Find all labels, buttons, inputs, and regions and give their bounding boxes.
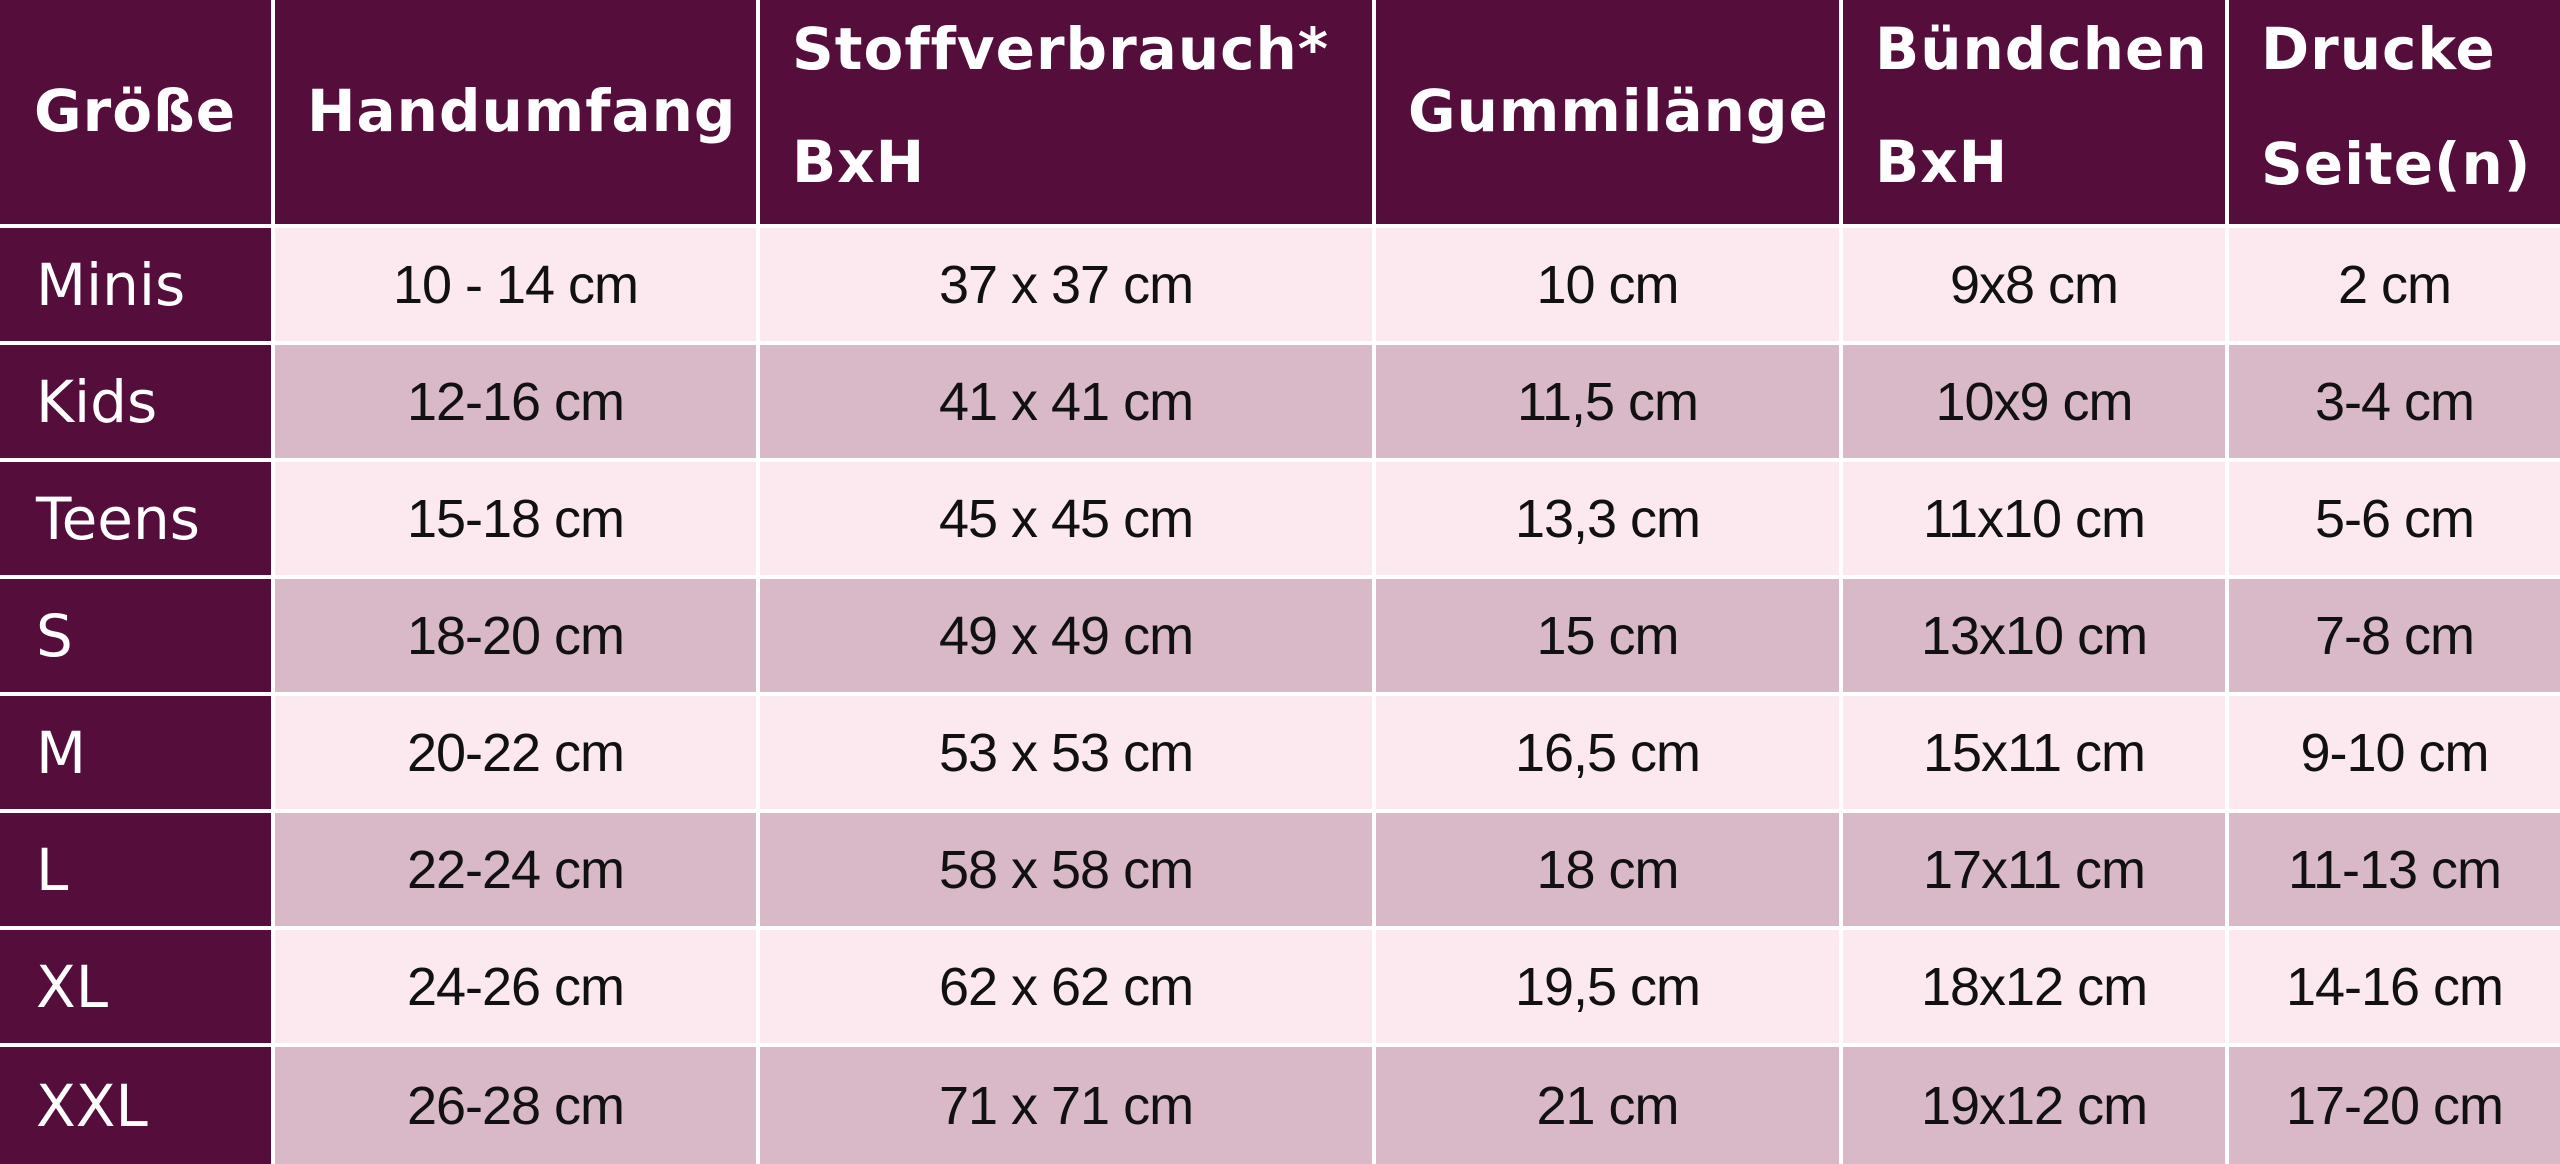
print-pages-cell: 7-8 cm <box>2229 579 2560 696</box>
table-row: XL 24-26 cm 62 x 62 cm 19,5 cm 18x12 cm … <box>0 930 2560 1047</box>
table-row: Kids 12-16 cm 41 x 41 cm 11,5 cm 10x9 cm… <box>0 345 2560 462</box>
print-pages-cell: 5-6 cm <box>2229 462 2560 579</box>
table-row: XXL 26-28 cm 71 x 71 cm 21 cm 19x12 cm 1… <box>0 1047 2560 1164</box>
size-cell: XL <box>0 930 275 1047</box>
size-cell: S <box>0 579 275 696</box>
elastic-length-cell: 21 cm <box>1376 1047 1843 1164</box>
table-row: L 22-24 cm 58 x 58 cm 18 cm 17x11 cm 11-… <box>0 813 2560 930</box>
size-cell: Kids <box>0 345 275 462</box>
print-pages-cell: 2 cm <box>2229 228 2560 345</box>
header-fabric-usage-label: Stoffverbrauch* <box>792 15 1330 83</box>
elastic-length-cell: 18 cm <box>1376 813 1843 930</box>
elastic-length-cell: 11,5 cm <box>1376 345 1843 462</box>
cuff-cell: 11x10 cm <box>1843 462 2229 579</box>
cuff-cell: 15x11 cm <box>1843 696 2229 813</box>
header-size: Größe <box>0 0 275 228</box>
cuff-cell: 9x8 cm <box>1843 228 2229 345</box>
hand-circumference-cell: 15-18 cm <box>275 462 760 579</box>
size-cell: L <box>0 813 275 930</box>
elastic-length-cell: 16,5 cm <box>1376 696 1843 813</box>
header-print-pages-sub: Seite(n) <box>2261 130 2532 199</box>
header-print-pages: Drucke Seite(n) <box>2229 0 2560 228</box>
fabric-usage-cell: 49 x 49 cm <box>760 579 1376 696</box>
cuff-cell: 17x11 cm <box>1843 813 2229 930</box>
size-cell: M <box>0 696 275 813</box>
header-elastic-length-label: Gummilänge <box>1408 77 1829 146</box>
header-print-pages-label: Drucke <box>2261 15 2496 83</box>
fabric-usage-cell: 41 x 41 cm <box>760 345 1376 462</box>
table-row: M 20-22 cm 53 x 53 cm 16,5 cm 15x11 cm 9… <box>0 696 2560 813</box>
header-fabric-usage-sub: BxH <box>792 128 926 197</box>
fabric-usage-cell: 53 x 53 cm <box>760 696 1376 813</box>
header-fabric-usage: Stoffverbrauch* BxH <box>760 0 1376 228</box>
header-row: Größe Handumfang Stoffverbrauch* BxH Gum… <box>0 0 2560 228</box>
table-row: Teens 15-18 cm 45 x 45 cm 13,3 cm 11x10 … <box>0 462 2560 579</box>
hand-circumference-cell: 12-16 cm <box>275 345 760 462</box>
hand-circumference-cell: 10 - 14 cm <box>275 228 760 345</box>
elastic-length-cell: 13,3 cm <box>1376 462 1843 579</box>
elastic-length-cell: 19,5 cm <box>1376 930 1843 1047</box>
header-hand-circumference-label: Handumfang <box>307 77 737 146</box>
elastic-length-cell: 10 cm <box>1376 228 1843 345</box>
print-pages-cell: 17-20 cm <box>2229 1047 2560 1164</box>
header-hand-circumference: Handumfang <box>275 0 760 228</box>
print-pages-cell: 9-10 cm <box>2229 696 2560 813</box>
size-cell: Minis <box>0 228 275 345</box>
fabric-usage-cell: 58 x 58 cm <box>760 813 1376 930</box>
header-size-label: Größe <box>34 77 237 146</box>
cuff-cell: 13x10 cm <box>1843 579 2229 696</box>
cuff-cell: 18x12 cm <box>1843 930 2229 1047</box>
header-cuff: Bündchen BxH <box>1843 0 2229 228</box>
elastic-length-cell: 15 cm <box>1376 579 1843 696</box>
hand-circumference-cell: 24-26 cm <box>275 930 760 1047</box>
header-elastic-length: Gummilänge <box>1376 0 1843 228</box>
size-cell: XXL <box>0 1047 275 1164</box>
table-row: Minis 10 - 14 cm 37 x 37 cm 10 cm 9x8 cm… <box>0 228 2560 345</box>
header-cuff-label: Bündchen <box>1875 15 2208 83</box>
hand-circumference-cell: 20-22 cm <box>275 696 760 813</box>
hand-circumference-cell: 26-28 cm <box>275 1047 760 1164</box>
print-pages-cell: 3-4 cm <box>2229 345 2560 462</box>
fabric-usage-cell: 71 x 71 cm <box>760 1047 1376 1164</box>
fabric-usage-cell: 45 x 45 cm <box>760 462 1376 579</box>
hand-circumference-cell: 18-20 cm <box>275 579 760 696</box>
hand-circumference-cell: 22-24 cm <box>275 813 760 930</box>
print-pages-cell: 11-13 cm <box>2229 813 2560 930</box>
fabric-usage-cell: 62 x 62 cm <box>760 930 1376 1047</box>
size-cell: Teens <box>0 462 275 579</box>
table-row: S 18-20 cm 49 x 49 cm 15 cm 13x10 cm 7-8… <box>0 579 2560 696</box>
header-cuff-sub: BxH <box>1875 128 2009 197</box>
fabric-usage-cell: 37 x 37 cm <box>760 228 1376 345</box>
print-pages-cell: 14-16 cm <box>2229 930 2560 1047</box>
cuff-cell: 19x12 cm <box>1843 1047 2229 1164</box>
cuff-cell: 10x9 cm <box>1843 345 2229 462</box>
